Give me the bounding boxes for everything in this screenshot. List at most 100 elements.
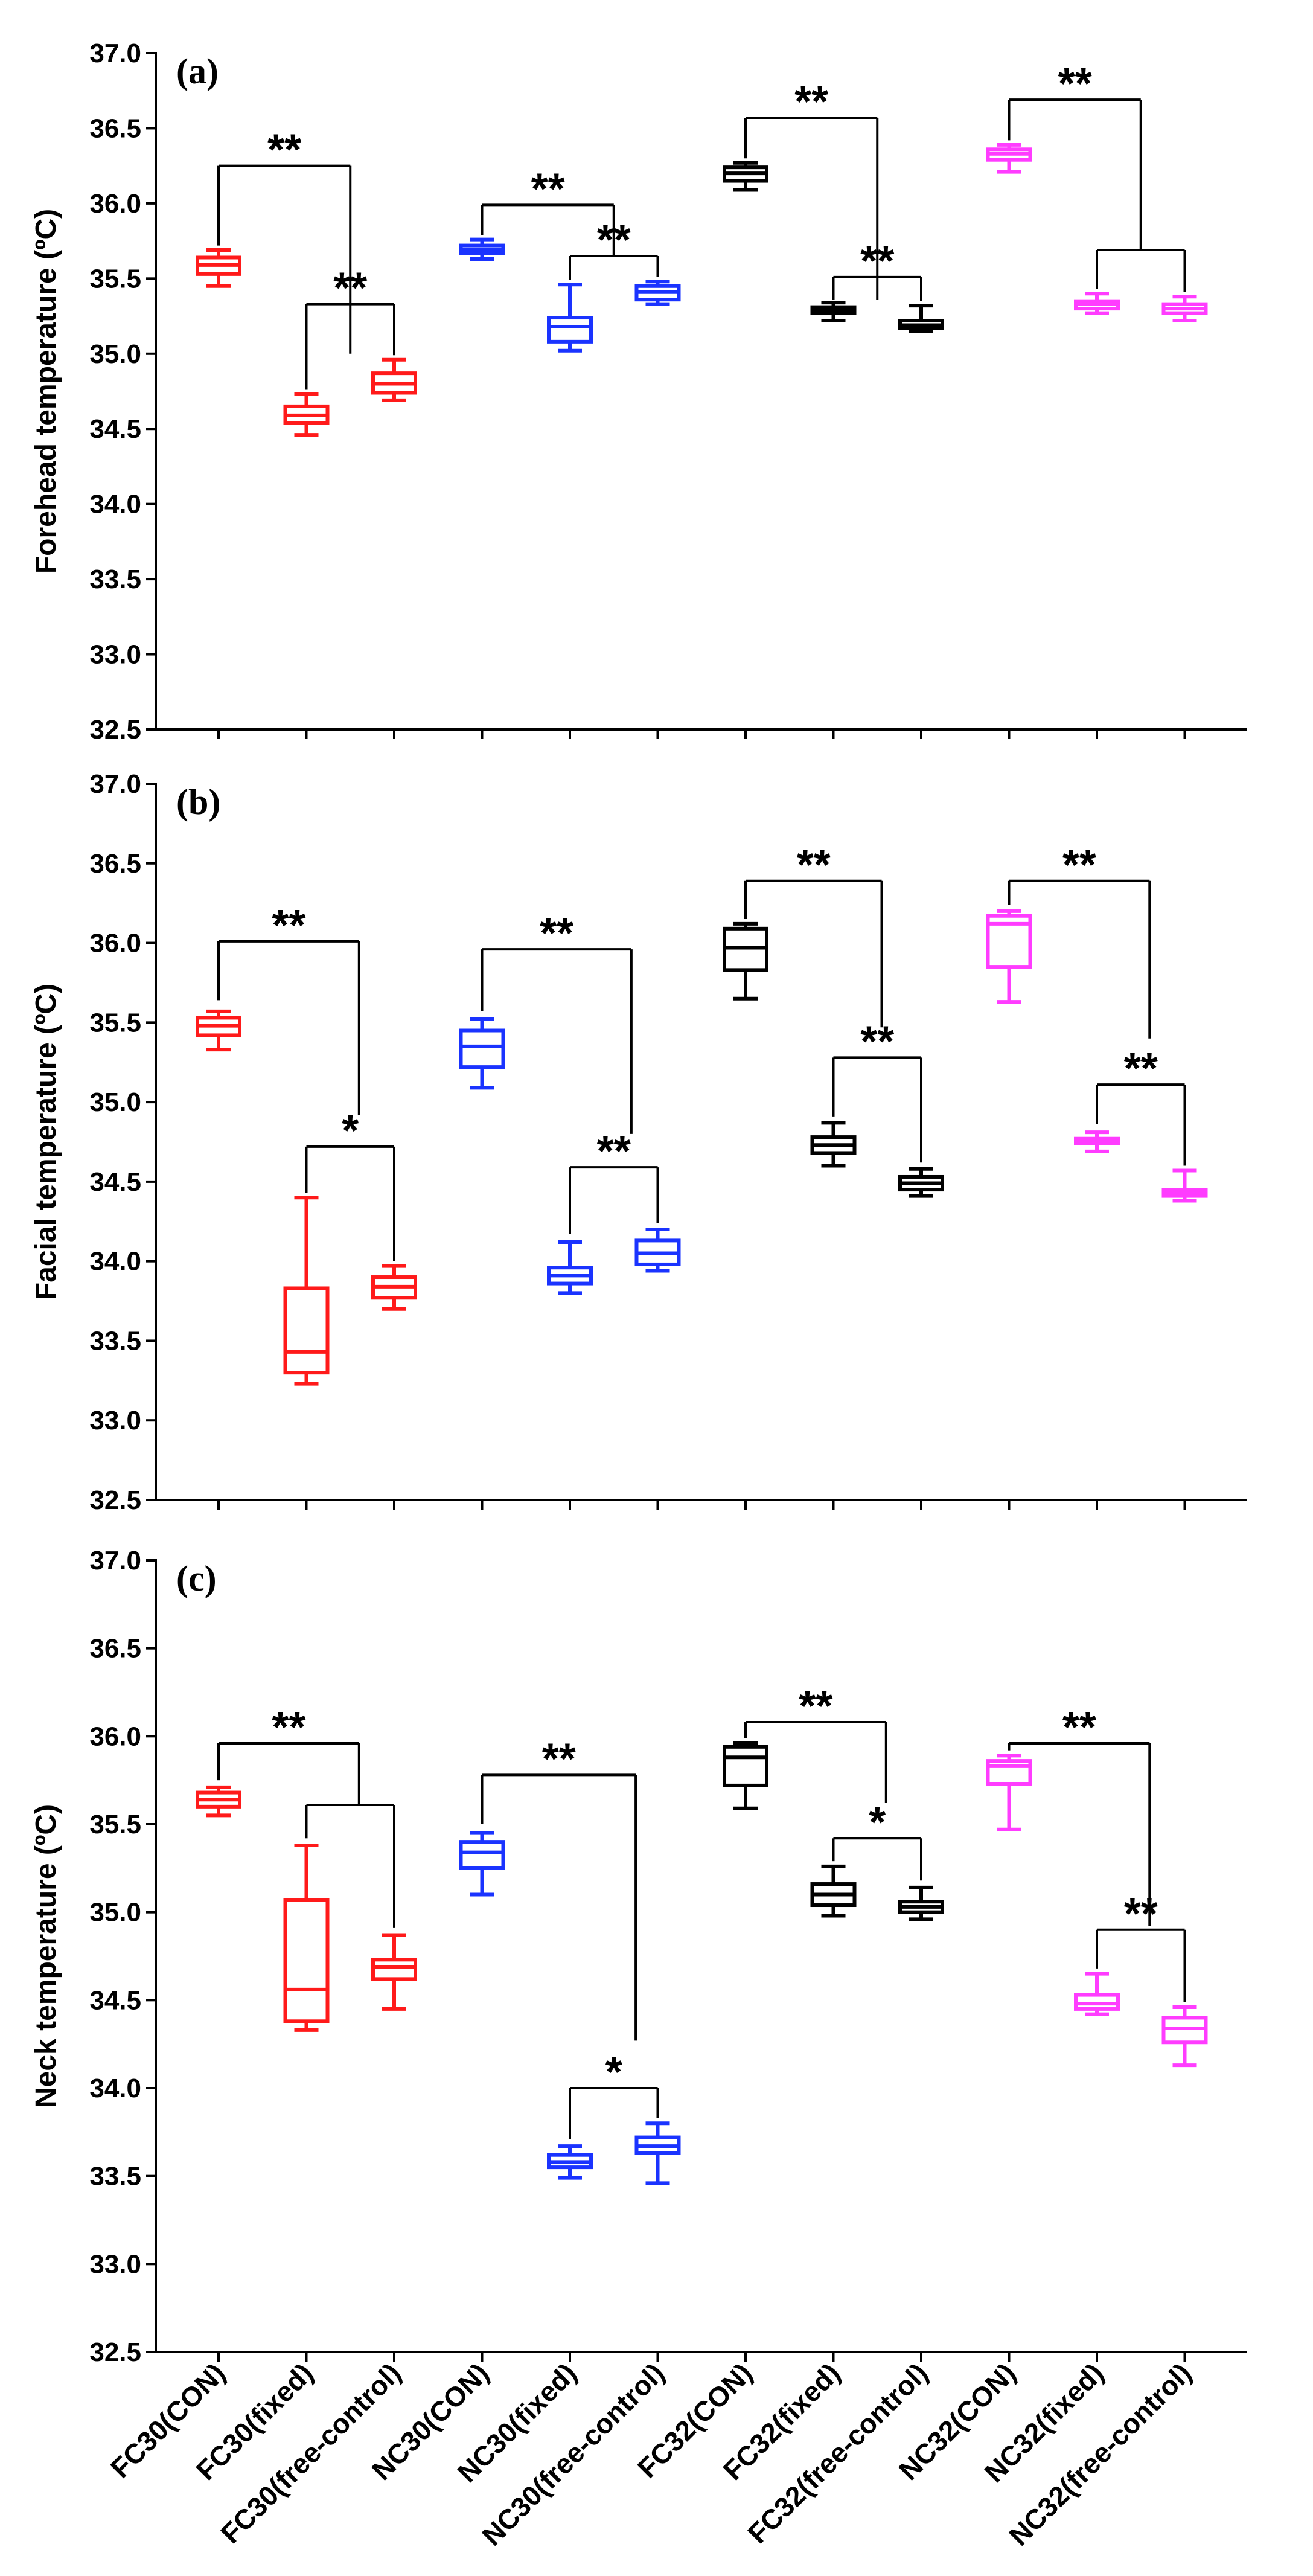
iqr-box (459, 1840, 505, 1870)
box-FC32(free-control) (898, 304, 944, 333)
y-tick-label: 36.0 (89, 189, 141, 219)
panel-label: (b) (176, 782, 220, 822)
significance-bracket (569, 255, 659, 280)
y-tick-label: 32.5 (89, 1485, 141, 1515)
significance-label: ** (797, 841, 831, 889)
box-FC30(CON) (196, 1785, 241, 1818)
box-NC30(CON) (459, 1831, 505, 1897)
significance-bracket (832, 275, 922, 301)
y-tick-label: 34.5 (89, 1167, 141, 1197)
significance-bracket (305, 1145, 395, 1261)
box-FC30(free-control) (371, 1933, 417, 2011)
y-tick-label: 36.5 (89, 849, 141, 879)
significance-label: ** (333, 264, 367, 313)
significance-bracket (744, 879, 883, 1028)
y-tick-label: 35.0 (89, 1088, 141, 1117)
y-tick-label: 36.5 (89, 1634, 141, 1664)
significance-label: ** (531, 165, 565, 213)
y-axis-title: Forehead temperature (ºC) (30, 209, 62, 574)
significance-bracket (305, 303, 395, 390)
y-tick-label: 32.5 (89, 2337, 141, 2367)
significance-label: ** (1124, 1045, 1158, 1093)
box-FC32(free-control) (898, 1167, 944, 1198)
significance-bracket (481, 203, 615, 256)
box-NC32(CON) (986, 1754, 1032, 1831)
box-NC32(CON) (986, 909, 1032, 1004)
significance-label: * (869, 1798, 886, 1847)
box-NC32(free-control) (1161, 2005, 1208, 2068)
box-FC30(fixed) (283, 1843, 330, 2032)
significance-bracket (1008, 98, 1142, 251)
box-FC30(free-control) (371, 357, 417, 402)
iqr-box (547, 316, 593, 344)
panel-label: (c) (176, 1559, 217, 1598)
box-NC30(fixed) (547, 2144, 593, 2180)
box-NC32(free-control) (1161, 1168, 1208, 1203)
iqr-box (723, 1745, 768, 1787)
panel-a: 32.5 33.0 33.5 34.0 34.5 35.0 35.5 36.0 36.5 37.0… (30, 39, 1247, 745)
y-tick-label: 34.0 (89, 1247, 141, 1277)
box-NC32(CON) (986, 143, 1032, 174)
box-FC30(fixed) (283, 392, 330, 437)
box-NC30(free-control) (634, 280, 681, 306)
significance-label: ** (860, 237, 894, 286)
y-axis-title: Facial temperature (ºC) (30, 984, 62, 1300)
box-FC32(fixed) (810, 301, 857, 323)
significance-label: ** (1058, 60, 1092, 108)
significance-label: ** (597, 1127, 631, 1176)
y-tick-label: 32.5 (89, 715, 141, 745)
y-tick-label: 37.0 (89, 39, 141, 68)
iqr-box (986, 1759, 1032, 1786)
significance-label: ** (272, 902, 305, 950)
y-axis-title: Neck temperature (ºC) (30, 1804, 62, 2108)
box-FC30(fixed) (283, 1196, 330, 1386)
box-NC30(CON) (459, 237, 505, 261)
significance-bracket (569, 2087, 659, 2139)
y-tick-label: 35.5 (89, 1810, 141, 1839)
y-tick-label: 36.0 (89, 929, 141, 958)
significance-label: ** (542, 1735, 576, 1783)
y-tick-label: 34.5 (89, 1985, 141, 2015)
y-tick-label: 33.5 (89, 2162, 141, 2191)
iqr-box (371, 1958, 417, 1981)
panel-c: 32.5 33.0 33.5 34.0 34.5 35.0 35.5 36.0 36.5 37.0… (30, 1546, 1247, 2367)
box-FC32(fixed) (810, 1121, 857, 1168)
y-tick-label: 35.5 (89, 1008, 141, 1037)
y-tick-label: 35.5 (89, 264, 141, 293)
y-tick-label: 34.0 (89, 2074, 141, 2103)
box-FC32(fixed) (810, 1864, 857, 1918)
box-NC32(fixed) (1074, 1972, 1120, 2016)
box-FC32(CON) (723, 921, 768, 1001)
significance-bracket (481, 948, 633, 1134)
significance-bracket (832, 1056, 922, 1163)
y-tick-label: 33.5 (89, 1326, 141, 1356)
significance-label: ** (272, 1703, 305, 1752)
significance-label: * (605, 2048, 622, 2097)
significance-label: ** (794, 78, 828, 126)
box-FC32(free-control) (898, 1885, 944, 1921)
significance-bracket (305, 1803, 395, 1928)
box-FC30(CON) (196, 248, 241, 288)
y-tick-label: 36.0 (89, 1722, 141, 1751)
panel-label: (a) (176, 51, 219, 91)
significance-bracket (481, 1773, 637, 2041)
box-NC32(fixed) (1074, 1130, 1120, 1153)
significance-label: ** (1062, 1703, 1096, 1752)
significance-bracket (1096, 1928, 1186, 2002)
significance-label: ** (597, 216, 631, 264)
significance-bracket (217, 164, 352, 354)
y-tick-label: 33.5 (89, 565, 141, 594)
significance-label: ** (540, 909, 573, 958)
box-NC30(fixed) (547, 1240, 593, 1295)
x-category-labels: FC30(CON)FC30(fixed)FC30(free-control)NC… (104, 2357, 1198, 2551)
box-FC32(CON) (723, 161, 768, 192)
significance-bracket (1008, 1741, 1151, 1926)
y-tick-label: 37.0 (89, 1546, 141, 1575)
y-tick-label: 33.0 (89, 1406, 141, 1435)
iqr-box (283, 1286, 330, 1375)
iqr-box (459, 1028, 505, 1069)
box-NC32(fixed) (1074, 292, 1120, 315)
box-NC32(free-control) (1161, 295, 1208, 323)
y-tick-label: 37.0 (89, 769, 141, 799)
